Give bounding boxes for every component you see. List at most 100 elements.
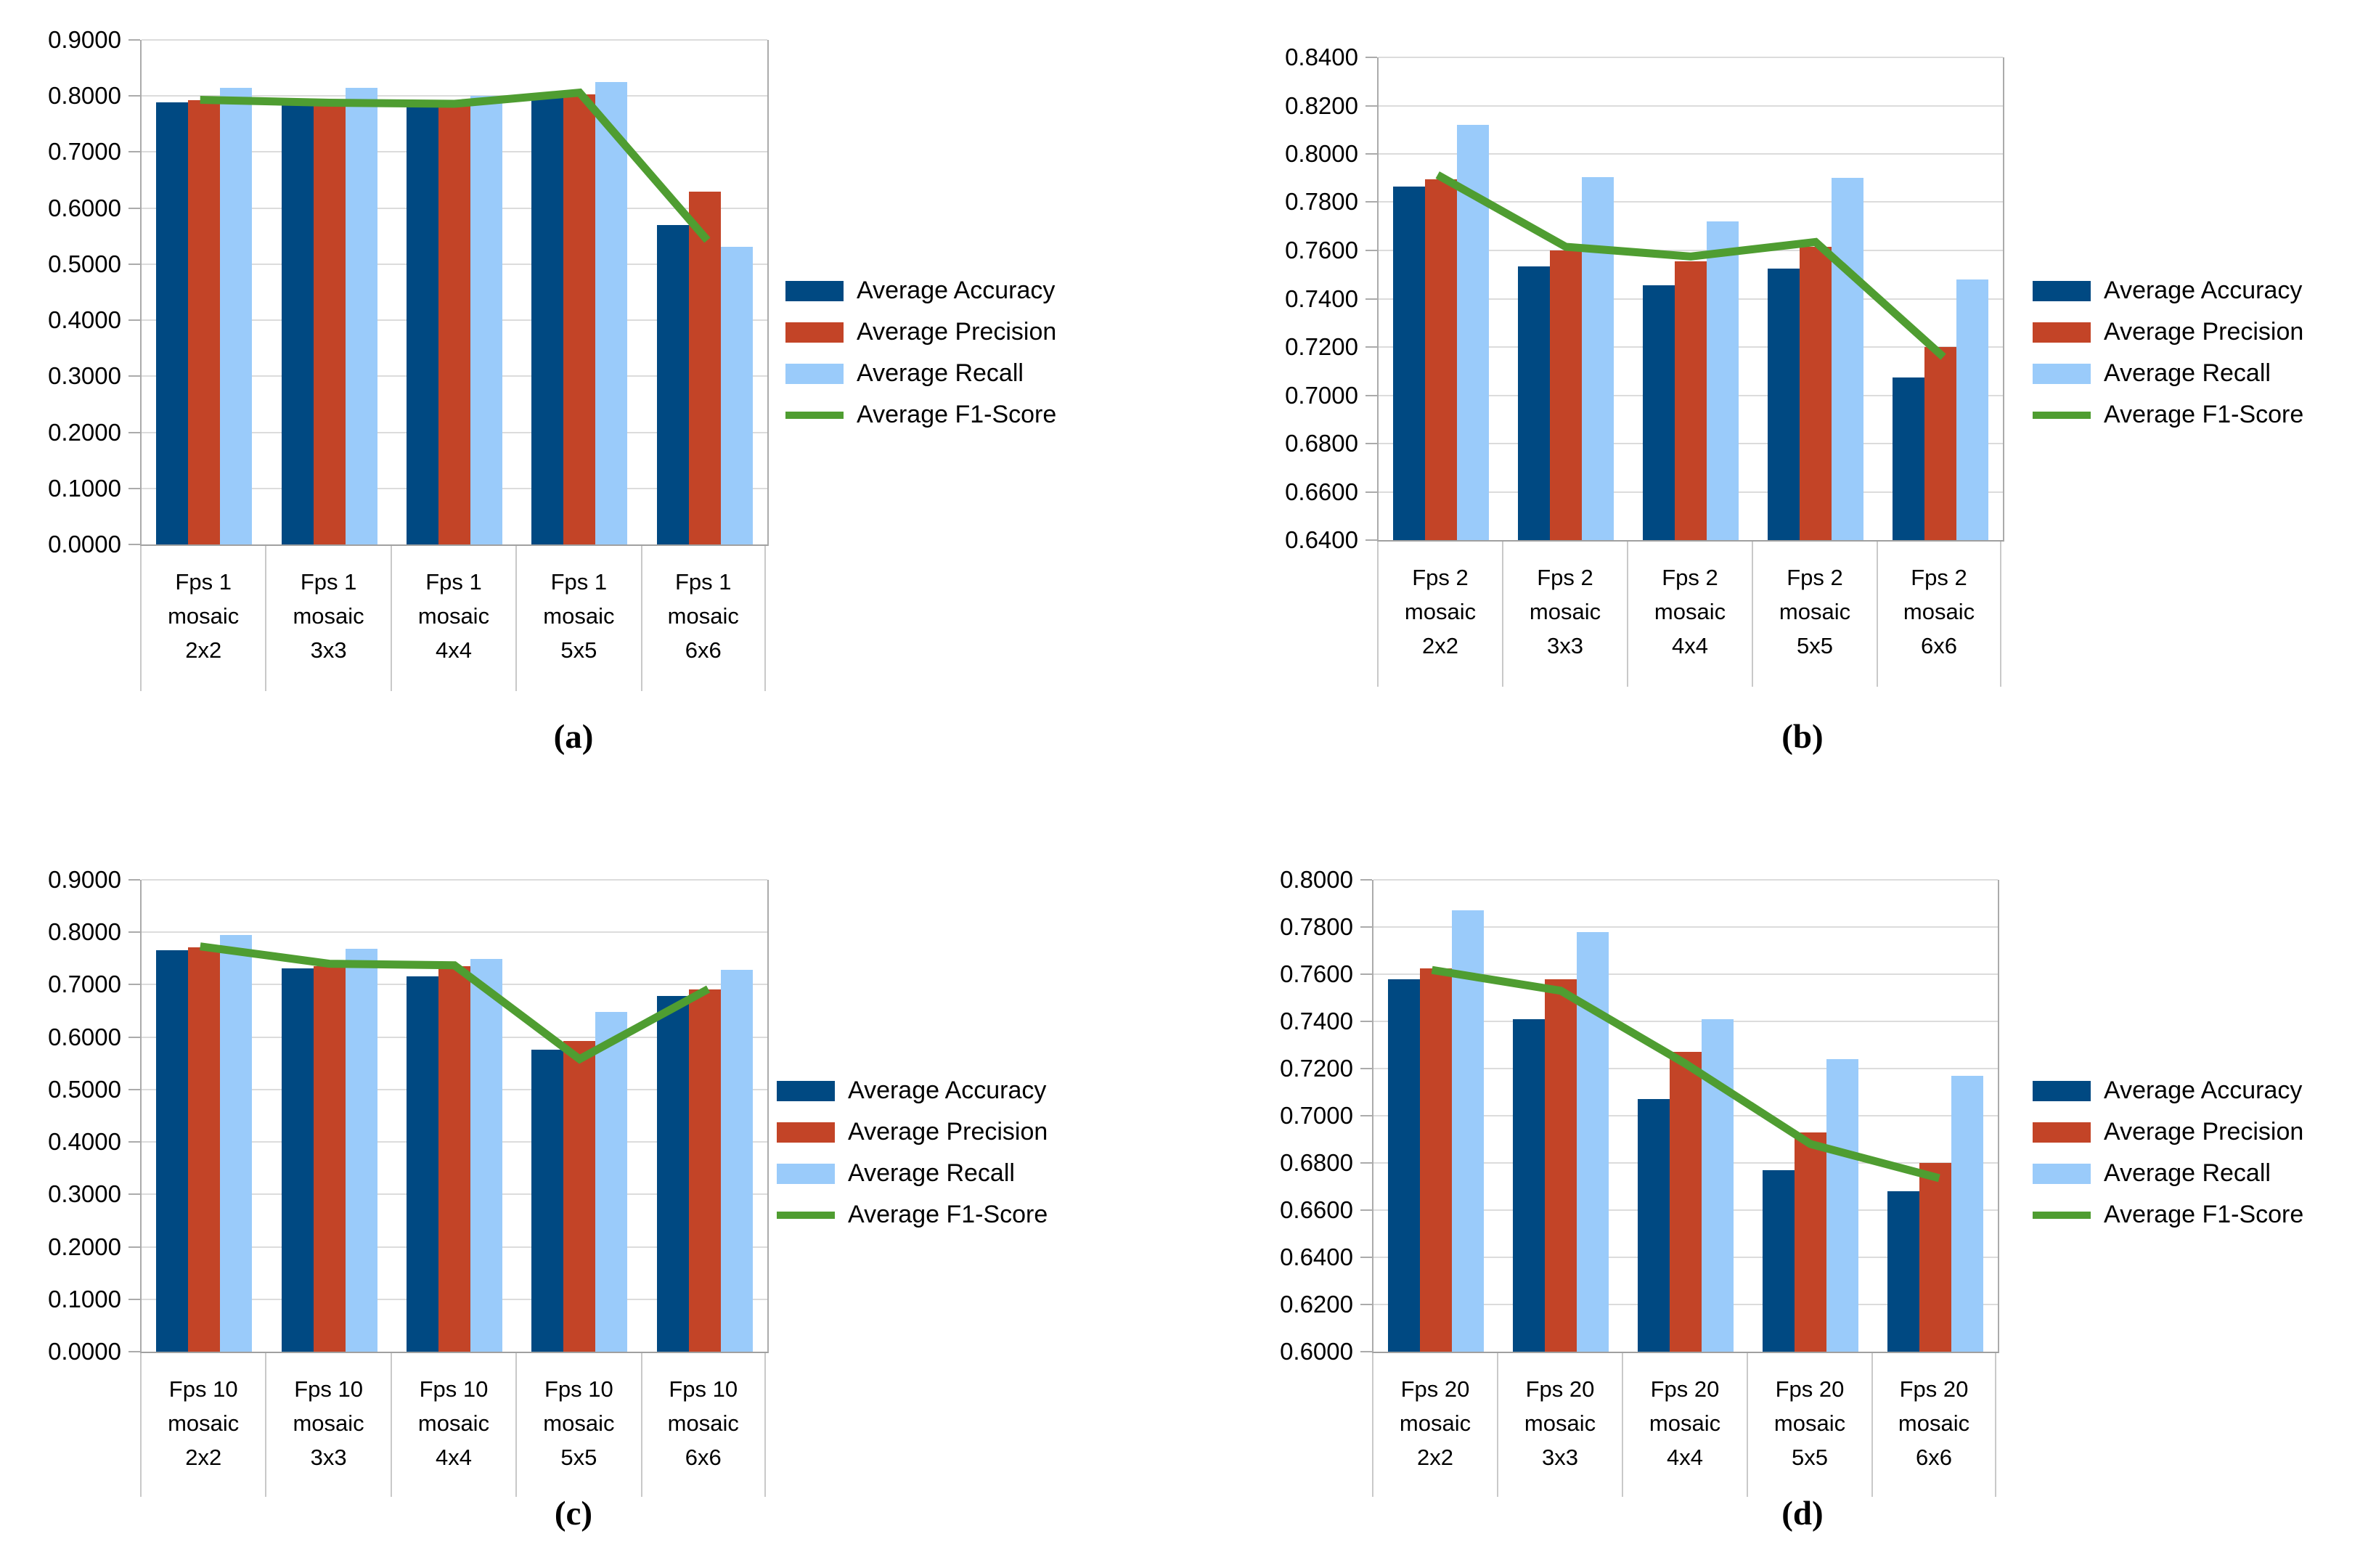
gridline xyxy=(1379,153,2003,155)
legend-a: Average Accuracy Average Precision Avera… xyxy=(785,270,1056,436)
gridline xyxy=(1373,1021,1998,1022)
y-tick xyxy=(128,931,140,933)
legend-item-accuracy: Average Accuracy xyxy=(777,1070,1048,1111)
bar-accuracy xyxy=(656,995,689,1352)
x-category-line: 5x5 xyxy=(560,1445,597,1470)
bar-accuracy xyxy=(1518,266,1550,540)
y-tick xyxy=(1360,1021,1372,1022)
bar-precision xyxy=(1420,968,1452,1352)
bar-accuracy xyxy=(1887,1191,1919,1352)
y-tick xyxy=(128,544,140,545)
x-category-line: 4x4 xyxy=(435,1445,472,1470)
x-category-line: Fps 1 xyxy=(674,569,732,595)
x-category-line: mosaic xyxy=(293,603,364,629)
y-tick xyxy=(128,1246,140,1248)
y-tick xyxy=(1365,250,1377,251)
x-category-label: Fps 20 mosaic 4x4 xyxy=(1622,1353,1747,1497)
bar-recall xyxy=(720,970,753,1352)
bar-recall xyxy=(1452,910,1484,1352)
bar-accuracy xyxy=(156,950,189,1352)
bar-accuracy xyxy=(1638,1099,1670,1352)
y-tick xyxy=(1360,1257,1372,1258)
x-category-line: 2x2 xyxy=(1417,1445,1453,1470)
recall-swatch-icon xyxy=(2033,363,2091,384)
bar-precision xyxy=(188,947,221,1352)
bar-accuracy xyxy=(281,105,314,544)
x-category-label: Fps 2 mosaic 4x4 xyxy=(1627,542,1752,687)
x-category-line: mosaic xyxy=(1649,1410,1721,1436)
x-category-label: Fps 20 mosaic 2x2 xyxy=(1372,1353,1497,1497)
x-category-label: Fps 1 mosaic 5x5 xyxy=(515,546,640,691)
bar-accuracy xyxy=(1893,377,1924,540)
accuracy-swatch-icon xyxy=(2033,280,2091,301)
bar-recall xyxy=(595,81,628,544)
y-tick-label: 0.7800 xyxy=(1280,913,1353,940)
x-category-label: Fps 2 mosaic 2x2 xyxy=(1377,542,1502,687)
bar-accuracy xyxy=(1763,1169,1795,1352)
y-tick xyxy=(128,151,140,152)
x-category-label: Fps 1 mosaic 3x3 xyxy=(265,546,390,691)
x-category-line: Fps 10 xyxy=(669,1376,738,1402)
y-tick-label: 0.7000 xyxy=(48,971,121,997)
bar-recall xyxy=(1707,221,1739,540)
y-tick-label: 0.6600 xyxy=(1285,478,1358,505)
legend-label: Average Recall xyxy=(848,1159,1015,1187)
bar-precision xyxy=(1675,261,1707,540)
y-tick-label: 0.6200 xyxy=(1280,1291,1353,1318)
precision-swatch-icon xyxy=(2033,322,2091,343)
panel-caption-c: (c) xyxy=(554,1495,593,1532)
y-tick-label: 0.2000 xyxy=(48,419,121,446)
legend-item-f1: Average F1-Score xyxy=(785,394,1056,436)
y-tick-label: 0.4000 xyxy=(48,306,121,333)
bar-accuracy xyxy=(407,106,438,544)
y-tick xyxy=(128,432,140,433)
bar-accuracy xyxy=(156,102,189,544)
x-category-line: Fps 20 xyxy=(1400,1376,1470,1402)
bar-precision xyxy=(438,966,470,1352)
gridline xyxy=(142,39,767,41)
y-axis-labels-a: 0.9000 0.8000 0.7000 0.6000 0.5000 0.4000 0.30… xyxy=(0,26,121,558)
y-tick-label: 0.1000 xyxy=(48,475,121,502)
bar-precision xyxy=(688,989,721,1352)
y-tick-label: 0.6000 xyxy=(48,1024,121,1050)
f1-line-swatch-icon xyxy=(2033,1211,2091,1219)
bar-accuracy xyxy=(1768,268,1800,540)
y-tick xyxy=(1360,1209,1372,1211)
bar-precision xyxy=(1800,247,1832,540)
x-category-line: 2x2 xyxy=(1422,633,1458,658)
plot-area-b xyxy=(1365,57,2004,542)
bar-accuracy xyxy=(281,968,314,1352)
y-axis-labels-d: 0.8000 0.7800 0.7600 0.7400 0.7200 0.7000 0.68… xyxy=(1230,866,1353,1365)
x-category-line: mosaic xyxy=(1399,1410,1471,1436)
y-tick xyxy=(128,319,140,321)
x-axis-labels-d: Fps 20 mosaic 2x2 Fps 20 mosaic 3x3 Fps 20 mosa… xyxy=(1372,1353,1998,1497)
x-category-line: Fps 20 xyxy=(1775,1376,1845,1402)
x-category-line: 6x6 xyxy=(685,637,722,663)
bar-accuracy xyxy=(1388,979,1420,1352)
y-tick-label: 0.7000 xyxy=(48,138,121,165)
legend-item-precision: Average Precision xyxy=(785,311,1056,353)
y-axis-labels-b: 0.8400 0.8200 0.8000 0.7800 0.7600 0.7400 0.72… xyxy=(1235,44,1358,553)
legend-item-precision: Average Precision xyxy=(2033,311,2303,353)
y-tick xyxy=(128,95,140,97)
x-category-line: mosaic xyxy=(1524,1410,1596,1436)
accuracy-swatch-icon xyxy=(785,280,844,301)
bar-precision xyxy=(438,105,470,544)
bar-precision xyxy=(1545,979,1577,1352)
y-tick-label: 0.3000 xyxy=(48,362,121,389)
f1-line-swatch-icon xyxy=(2033,411,2091,419)
x-category-line: 6x6 xyxy=(685,1445,722,1470)
x-category-line: 6x6 xyxy=(1921,633,1957,658)
gridline xyxy=(1373,879,1998,881)
legend-item-f1: Average F1-Score xyxy=(2033,394,2303,436)
legend-item-precision: Average Precision xyxy=(777,1111,1048,1153)
x-category-label: Fps 2 mosaic 6x6 xyxy=(1877,542,2001,687)
legend-item-accuracy: Average Accuracy xyxy=(785,270,1056,311)
x-category-line: Fps 20 xyxy=(1899,1376,1969,1402)
x-category-label: Fps 1 mosaic 4x4 xyxy=(390,546,515,691)
x-category-line: 2x2 xyxy=(185,1445,222,1470)
x-category-line: Fps 10 xyxy=(294,1376,363,1402)
x-category-line: mosaic xyxy=(417,603,490,629)
y-tick-label: 0.3000 xyxy=(48,1180,121,1207)
legend-label: Average F1-Score xyxy=(848,1201,1048,1228)
